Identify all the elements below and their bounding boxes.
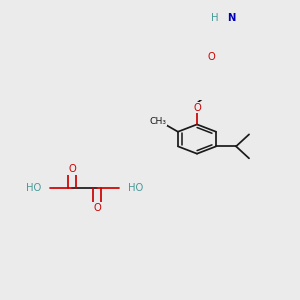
Text: H: H (211, 13, 219, 23)
Text: O: O (193, 103, 201, 113)
Text: HO: HO (128, 183, 143, 193)
Text: O: O (93, 202, 101, 213)
Text: N: N (227, 13, 235, 23)
Text: CH₃: CH₃ (149, 117, 167, 126)
Text: HO: HO (26, 183, 41, 193)
Text: O: O (68, 164, 76, 174)
Text: O: O (207, 52, 215, 62)
